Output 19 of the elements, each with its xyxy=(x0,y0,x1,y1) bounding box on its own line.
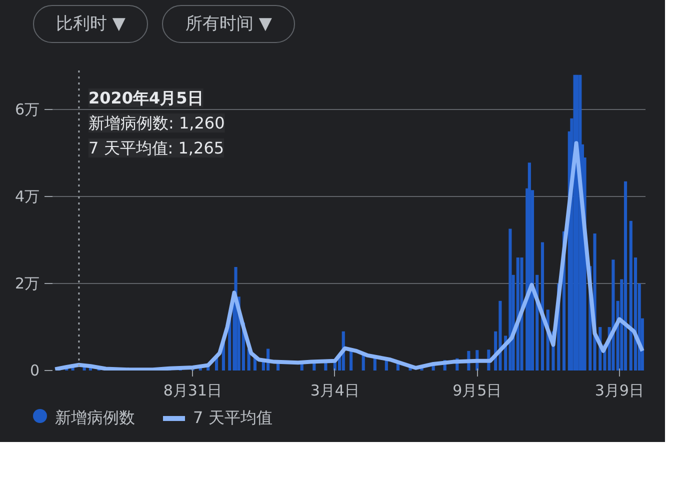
text: 比利时 ▼ xyxy=(33,5,148,44)
legend-label: 7 天平均值 xyxy=(192,408,272,427)
x-tick-label: 3月9日 xyxy=(594,382,644,400)
x-tick-label: 3月4日 xyxy=(310,382,360,400)
x-tick-label: 8月31日 xyxy=(163,382,222,400)
annotation: 2020年4月5日 xyxy=(88,88,204,108)
bar xyxy=(624,181,628,370)
bar xyxy=(520,257,524,370)
annotation: 7 天平均值: 1,265 xyxy=(88,138,224,158)
y-tick-label: 6万 xyxy=(14,100,40,119)
y-tick-label: 0 xyxy=(30,362,40,380)
line-series xyxy=(53,141,644,370)
annotation: 新增病例数: 1,260 xyxy=(88,114,225,132)
x-tick-label: 9月5日 xyxy=(452,382,502,400)
bar xyxy=(350,350,353,370)
y-tick-label: 4万 xyxy=(14,188,40,206)
text: 所有时间 ▼ xyxy=(162,5,295,44)
legend-label: 新增病例数 xyxy=(54,408,135,427)
y-tick-label: 2万 xyxy=(14,274,40,293)
